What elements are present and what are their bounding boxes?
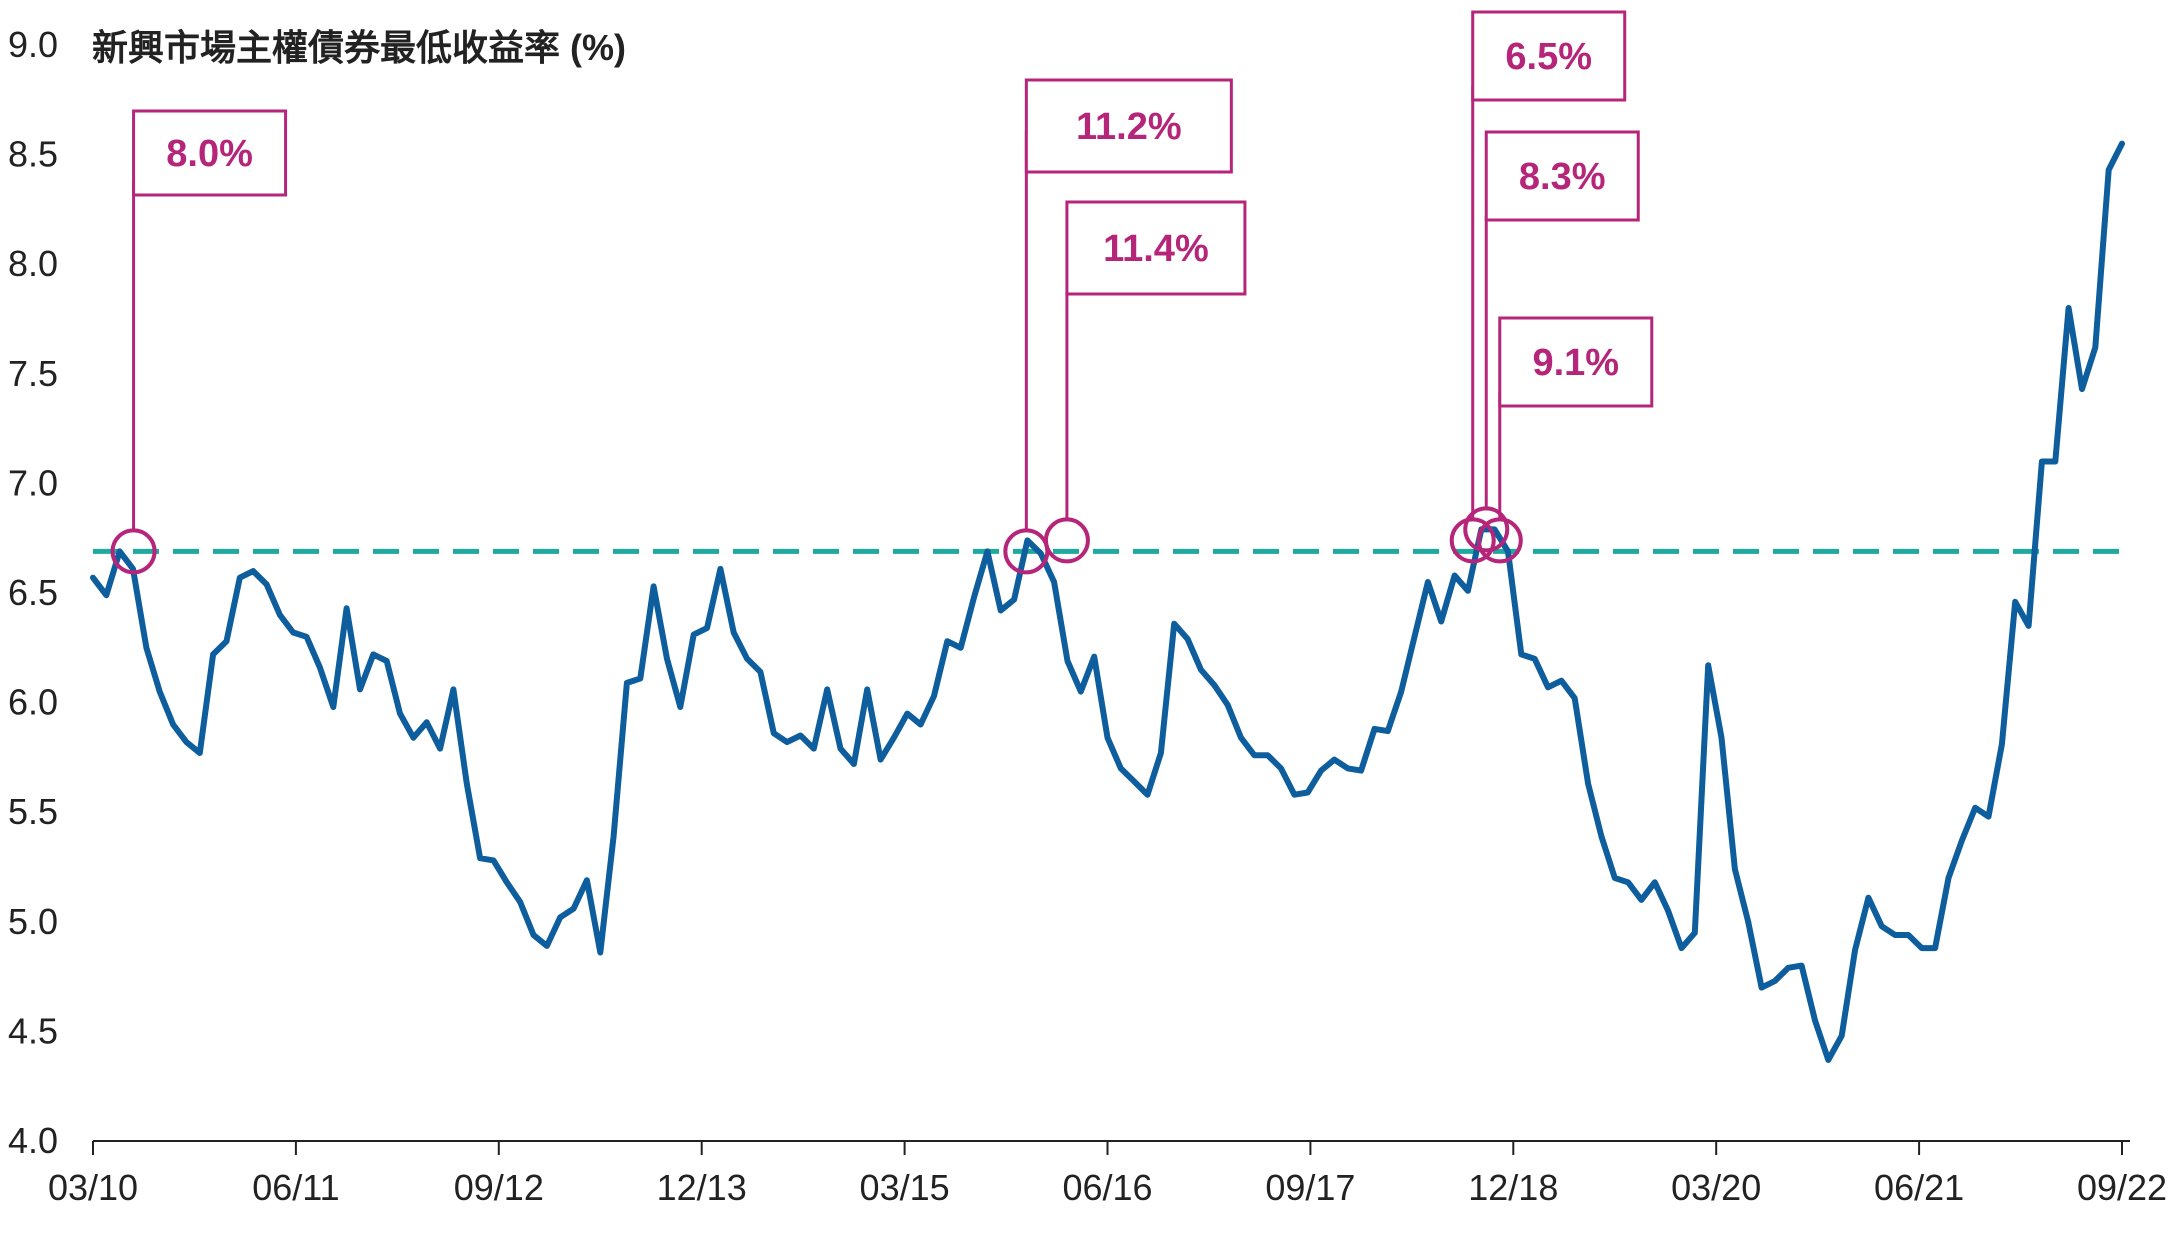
callout-box <box>1065 200 1247 296</box>
x-tick-label: 06/21 <box>1874 1167 1964 1208</box>
x-tick-label: 06/16 <box>1062 1167 1152 1208</box>
callout: 6.5% <box>1449 10 1627 564</box>
y-tick-label: 6.5 <box>8 572 58 613</box>
y-tick-label: 7.5 <box>8 353 58 394</box>
callout: 8.0% <box>110 109 288 575</box>
x-tick-label: 03/20 <box>1671 1167 1761 1208</box>
callout-label: 8.0% <box>166 133 253 175</box>
callout-label: 11.4% <box>1103 228 1209 270</box>
y-tick-label: 8.0 <box>8 243 58 284</box>
callout-label: 9.1% <box>1532 342 1619 384</box>
x-tick-label: 09/12 <box>454 1167 544 1208</box>
y-tick-label: 5.0 <box>8 901 58 942</box>
callout-label: 6.5% <box>1505 36 1592 78</box>
y-tick-label: 8.5 <box>8 134 58 175</box>
x-axis-ticks: 03/10 06/11 09/12 12/13 03/15 06/16 09/17 12/18… <box>48 1141 2167 1208</box>
x-tick-label: 09/22 <box>2077 1167 2167 1208</box>
x-tick-label: 12/18 <box>1468 1167 1558 1208</box>
callout-box <box>1024 78 1233 174</box>
callout-box <box>1498 316 1654 408</box>
callout-label: 8.3% <box>1519 156 1606 198</box>
x-tick-label: 03/15 <box>860 1167 950 1208</box>
y-tick-label: 4.0 <box>8 1120 58 1161</box>
callout: 11.4% <box>1043 200 1247 564</box>
x-tick-label: 06/11 <box>252 1167 339 1208</box>
callout: 11.2% <box>1003 78 1233 575</box>
x-tick-label: 09/17 <box>1265 1167 1355 1208</box>
callouts: 8.0% 11.2% 11.4% 6.5% 8.3% 9.1% <box>110 10 1654 575</box>
y-tick-label: 5.5 <box>8 791 58 832</box>
y-axis-ticks: 9.0 8.5 8.0 7.5 7.0 6.5 6.0 5.5 5.0 4.5 4.0 <box>8 24 58 1161</box>
callout: 8.3% <box>1463 130 1640 553</box>
callout-label: 11.2% <box>1076 106 1182 148</box>
y-tick-label: 9.0 <box>8 24 58 65</box>
callout-box <box>132 109 288 197</box>
callout-box <box>1484 130 1640 222</box>
series-line <box>90 140 2125 1063</box>
chart-title: 新興市場主權債券最低收益率 (%) <box>92 27 626 68</box>
y-tick-label: 7.0 <box>8 462 58 503</box>
callout-box <box>1471 10 1627 102</box>
x-tick-label: 12/13 <box>657 1167 747 1208</box>
callout: 9.1% <box>1476 316 1654 564</box>
y-tick-label: 4.5 <box>8 1010 58 1051</box>
x-tick-label: 03/10 <box>48 1167 138 1208</box>
callout-marker <box>1043 517 1090 564</box>
y-tick-label: 6.0 <box>8 682 58 723</box>
